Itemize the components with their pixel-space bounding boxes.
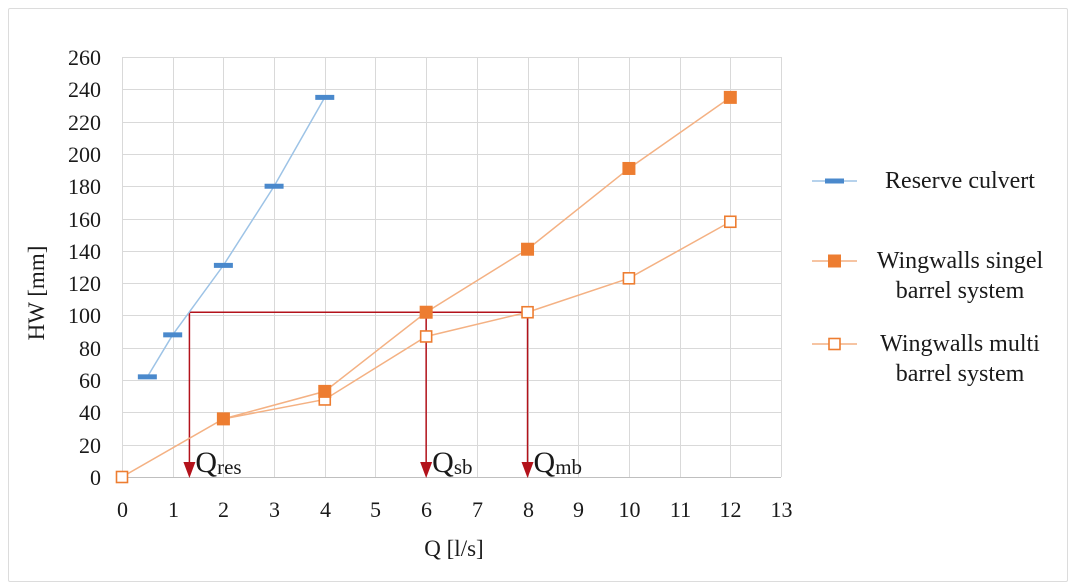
data-point-wingwalls-singel-barrel-system: [723, 90, 737, 104]
y-tick-label: 60: [79, 368, 101, 393]
y-tick-label: 120: [68, 271, 101, 296]
data-point-wingwalls-multi-barrel-system: [521, 305, 534, 319]
annotation-subscript: mb: [555, 455, 582, 479]
data-point-wingwalls-singel-barrel-system: [521, 242, 535, 256]
x-tick-label: 10: [619, 497, 641, 522]
legend-swatch-reserve-culvert: [812, 178, 857, 184]
legend-label-wingwalls-multi-barrel-system: Wingwalls multi barrel system: [880, 331, 1040, 387]
data-point-reserve-culvert: [163, 332, 183, 338]
legend-item-wingwalls-singel-barrel-system: Wingwalls singel barrel system: [810, 246, 1060, 306]
annotation-label-qmb: Qmb: [534, 446, 583, 479]
x-tick-label: 4: [320, 497, 331, 522]
y-tick-label: 140: [68, 239, 101, 264]
data-point-wingwalls-singel-barrel-system: [419, 305, 433, 319]
series-wingwalls-singel-barrel-system: [216, 90, 737, 426]
x-tick-label: 2: [218, 497, 229, 522]
annotation-q: Q: [534, 446, 556, 479]
x-tick-label: 12: [720, 497, 742, 522]
data-point-wingwalls-multi-barrel-system: [622, 272, 636, 285]
y-tick-label: 200: [68, 142, 101, 167]
data-point-wingwalls-singel-barrel-system: [318, 384, 332, 398]
legend-item-wingwalls-multi-barrel-system: Wingwalls multi barrel system: [810, 329, 1060, 389]
y-tick-label: 160: [68, 207, 101, 232]
y-tick-label: 260: [68, 45, 101, 70]
x-tick-label: 0: [117, 497, 128, 522]
data-point-reserve-culvert: [315, 94, 335, 100]
series-reserve-culvert: [137, 94, 335, 380]
legend-swatch-marker: [828, 254, 841, 268]
x-tick-label: 6: [421, 497, 432, 522]
x-tick-label: 7: [472, 497, 483, 522]
y-tick-label: 180: [68, 174, 101, 199]
data-point-reserve-culvert: [137, 374, 157, 380]
x-tick-label: 3: [269, 497, 280, 522]
gridlines: [122, 57, 782, 478]
legend-label-wingwalls-singel-barrel-system: Wingwalls singel barrel system: [876, 248, 1044, 304]
data-point-wingwalls-multi-barrel-system: [115, 470, 129, 484]
x-tick-label: 5: [370, 497, 381, 522]
y-tick-label: 100: [68, 303, 101, 328]
x-tick-label: 1: [168, 497, 179, 522]
y-tick-label: 240: [68, 77, 101, 102]
arrow-head-sb: [420, 462, 433, 478]
y-tick-label: 40: [79, 400, 101, 425]
data-point-wingwalls-singel-barrel-system: [216, 412, 230, 426]
y-tick-label: 220: [68, 110, 101, 135]
legend-swatch-wingwalls-multi-barrel-system: [812, 337, 857, 351]
x-tick-label: 8: [523, 497, 534, 522]
x-tick-label: 9: [573, 497, 584, 522]
data-point-reserve-culvert: [213, 262, 233, 268]
legend-item-reserve-culvert: Reserve culvert: [810, 166, 1060, 226]
series-group: [115, 90, 737, 484]
annotation-q: Q: [432, 446, 454, 479]
annotation-subscript: sb: [454, 455, 473, 479]
chart-frame: [8, 8, 1068, 582]
y-axis-title: HW [mm]: [24, 246, 49, 341]
arrow-head-res: [183, 462, 196, 478]
legend-label-reserve-culvert: Reserve culvert: [885, 168, 1035, 194]
x-tick-label: 11: [670, 497, 691, 522]
annotation-label-qsb: Qsb: [432, 446, 472, 479]
annotation-q: Q: [195, 446, 217, 479]
arrow-head-mb: [521, 462, 534, 478]
legend-swatch-marker: [825, 178, 844, 184]
y-tick-label: 80: [79, 336, 101, 361]
data-point-wingwalls-singel-barrel-system: [622, 161, 636, 175]
data-point-wingwalls-multi-barrel-system: [724, 215, 737, 229]
y-tick-label: 20: [79, 433, 101, 458]
q-annotations: Qres Qsb Qmb: [183, 311, 583, 479]
x-axis-title: Q [l/s]: [424, 536, 483, 561]
series-line-wingwalls-singel-barrel-system: [223, 96, 731, 420]
legend-swatch-marker: [828, 337, 841, 351]
annotation-subscript: res: [217, 455, 242, 479]
data-point-wingwalls-multi-barrel-system: [419, 330, 433, 343]
legend-swatch-wingwalls-singel-barrel-system: [812, 254, 857, 268]
y-tick-label: 0: [90, 465, 101, 490]
annotation-label-qres: Qres: [195, 446, 241, 479]
x-tick-label: 13: [771, 497, 793, 522]
data-point-reserve-culvert: [264, 183, 284, 189]
